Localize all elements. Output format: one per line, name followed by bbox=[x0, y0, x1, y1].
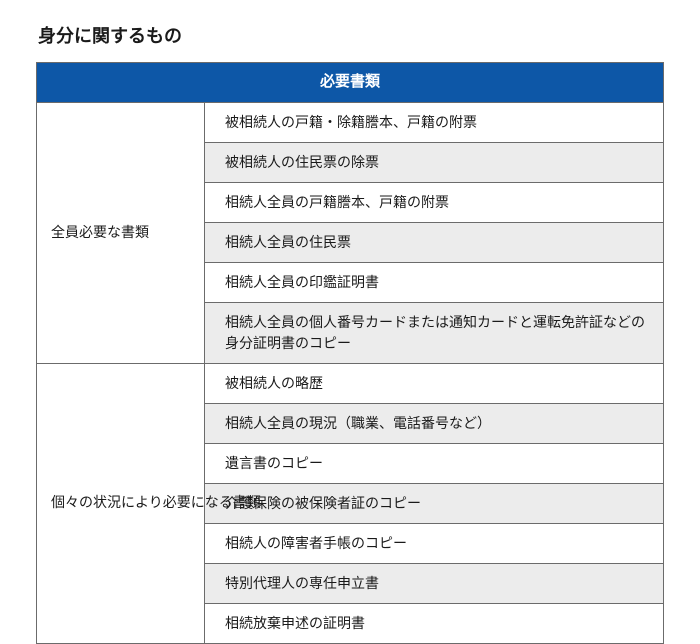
page-title: 身分に関するもの bbox=[38, 22, 664, 48]
item-cell: 特別代理人の専任申立書 bbox=[205, 563, 664, 603]
item-cell: 相続放棄申述の証明書 bbox=[205, 603, 664, 643]
table-header: 必要書類 bbox=[37, 63, 664, 103]
group-label: 個々の状況により必要になる書類 bbox=[37, 363, 205, 643]
group-required-all: 全員必要な書類 被相続人の戸籍・除籍謄本、戸籍の附票 被相続人の住民票の除票 相… bbox=[37, 102, 664, 363]
item-cell: 相続人の障害者手帳のコピー bbox=[205, 523, 664, 563]
item-cell: 介護保険の被保険者証のコピー bbox=[205, 483, 664, 523]
table-row: 個々の状況により必要になる書類 被相続人の略歴 bbox=[37, 363, 664, 403]
item-cell: 相続人全員の住民票 bbox=[205, 222, 664, 262]
item-cell: 相続人全員の現況（職業、電話番号など） bbox=[205, 403, 664, 443]
documents-table: 必要書類 全員必要な書類 被相続人の戸籍・除籍謄本、戸籍の附票 被相続人の住民票… bbox=[36, 62, 664, 644]
item-cell: 相続人全員の戸籍謄本、戸籍の附票 bbox=[205, 182, 664, 222]
group-label: 全員必要な書類 bbox=[37, 102, 205, 363]
item-cell: 相続人全員の印鑑証明書 bbox=[205, 262, 664, 302]
item-cell: 被相続人の住民票の除票 bbox=[205, 142, 664, 182]
item-cell: 被相続人の戸籍・除籍謄本、戸籍の附票 bbox=[205, 102, 664, 142]
table-row: 全員必要な書類 被相続人の戸籍・除籍謄本、戸籍の附票 bbox=[37, 102, 664, 142]
item-cell: 遺言書のコピー bbox=[205, 443, 664, 483]
group-required-conditional: 個々の状況により必要になる書類 被相続人の略歴 相続人全員の現況（職業、電話番号… bbox=[37, 363, 664, 643]
item-cell: 被相続人の略歴 bbox=[205, 363, 664, 403]
item-cell: 相続人全員の個人番号カードまたは通知カードと運転免許証などの身分証明書のコピー bbox=[205, 302, 664, 363]
